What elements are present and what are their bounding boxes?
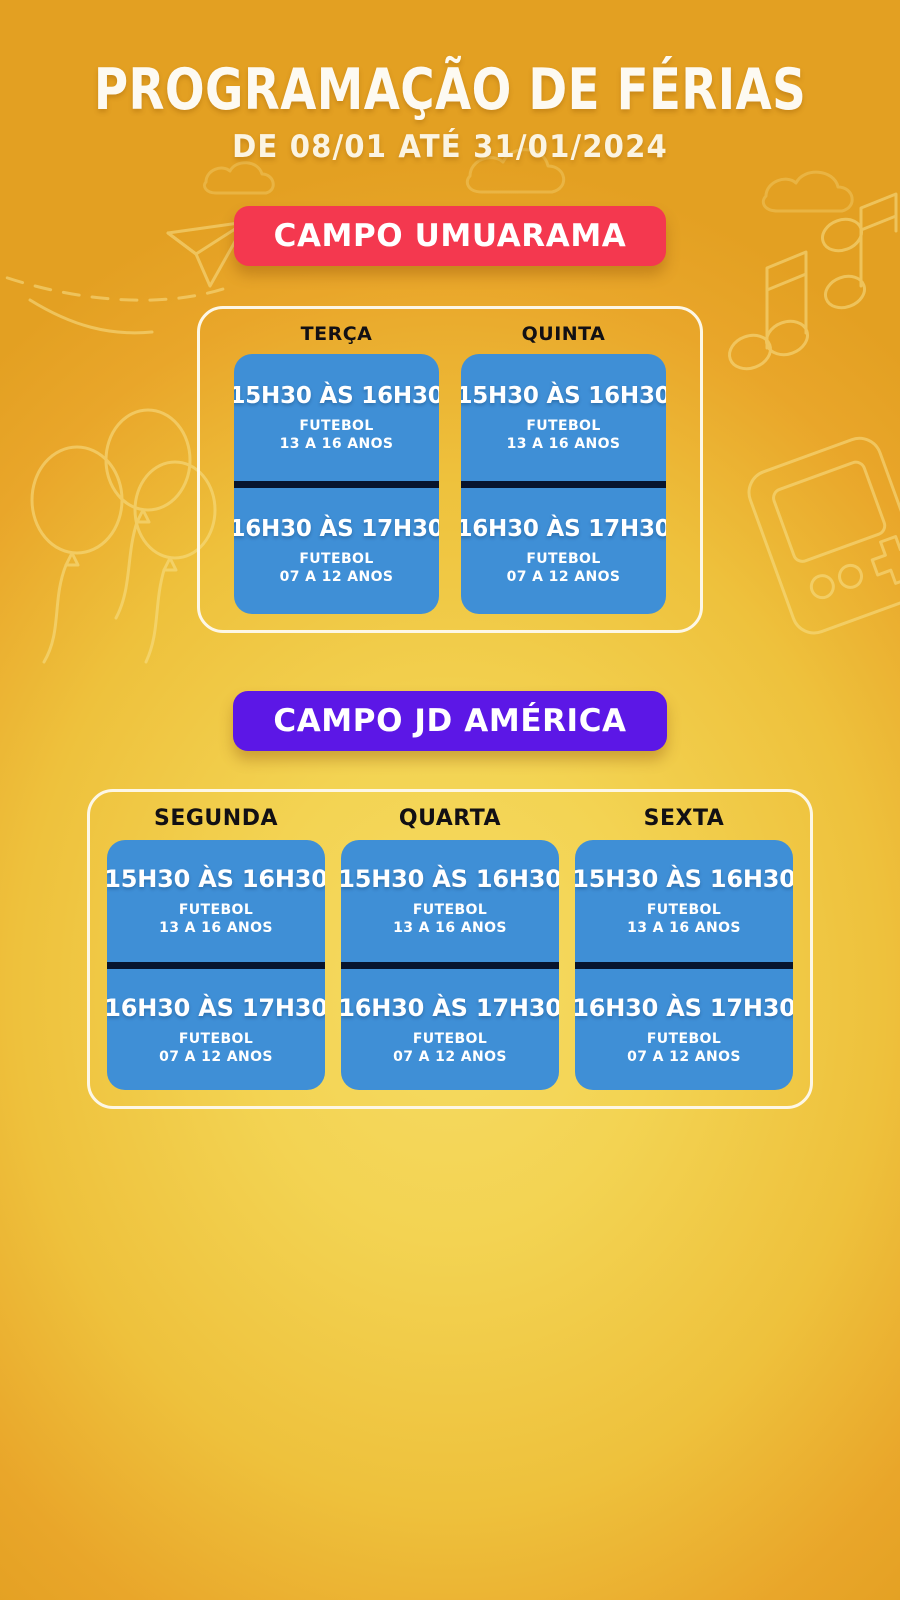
day-label-quinta: QUINTA (521, 323, 606, 345)
slot-sport: FUTEBOL (412, 1030, 488, 1047)
day-label-terca: TERÇA (300, 323, 373, 345)
day-card-sexta[interactable]: 15H30 ÀS 16H30 FUTEBOL 13 A 16 ANOS 16H3… (575, 840, 793, 1090)
slot-time: 16H30 ÀS 17H30 (461, 516, 666, 543)
slot-time: 15H30 ÀS 16H30 (575, 865, 793, 894)
time-slot[interactable]: 15H30 ÀS 16H30 FUTEBOL 13 A 16 ANOS (107, 840, 325, 962)
badge-row-umuarama: CAMPO UMUARAMA (0, 206, 900, 266)
time-slot[interactable]: 16H30 ÀS 17H30 FUTEBOL 07 A 12 ANOS (234, 488, 439, 615)
campus-badge-jd-america[interactable]: CAMPO JD AMÉRICA (233, 691, 667, 751)
slot-sport: FUTEBOL (526, 551, 601, 568)
slot-age: 13 A 16 ANOS (159, 920, 273, 937)
time-slot[interactable]: 15H30 ÀS 16H30 FUTEBOL 13 A 16 ANOS (234, 354, 439, 481)
time-slot[interactable]: 15H30 ÀS 16H30 FUTEBOL 13 A 16 ANOS (575, 840, 793, 962)
slot-sport: FUTEBOL (299, 417, 374, 434)
day-column-terca: TERÇA 15H30 ÀS 16H30 FUTEBOL 13 A 16 ANO… (234, 323, 439, 614)
slot-age: 13 A 16 ANOS (506, 435, 621, 452)
slot-age: 07 A 12 ANOS (159, 1048, 273, 1065)
day-column-quinta: QUINTA 15H30 ÀS 16H30 FUTEBOL 13 A 16 AN… (461, 323, 666, 614)
slot-divider (234, 480, 439, 488)
schedule-frame-umuarama: TERÇA 15H30 ÀS 16H30 FUTEBOL 13 A 16 ANO… (197, 306, 703, 633)
day-card-quinta[interactable]: 15H30 ÀS 16H30 FUTEBOL 13 A 16 ANOS 16H3… (461, 354, 666, 614)
slot-time: 16H30 ÀS 17H30 (107, 993, 325, 1022)
slot-age: 13 A 16 ANOS (279, 435, 394, 452)
day-card-terca[interactable]: 15H30 ÀS 16H30 FUTEBOL 13 A 16 ANOS 16H3… (234, 354, 439, 614)
day-card-segunda[interactable]: 15H30 ÀS 16H30 FUTEBOL 13 A 16 ANOS 16H3… (107, 840, 325, 1090)
slot-time: 16H30 ÀS 17H30 (341, 993, 559, 1022)
slot-time: 15H30 ÀS 16H30 (461, 382, 666, 409)
time-slot[interactable]: 15H30 ÀS 16H30 FUTEBOL 13 A 16 ANOS (461, 354, 666, 481)
slot-sport: FUTEBOL (178, 902, 254, 919)
slot-time: 16H30 ÀS 17H30 (575, 993, 793, 1022)
header: PROGRAMAÇÃO DE FÉRIAS DE 08/01 ATÉ 31/01… (0, 0, 900, 166)
day-card-quarta[interactable]: 15H30 ÀS 16H30 FUTEBOL 13 A 16 ANOS 16H3… (341, 840, 559, 1090)
time-slot[interactable]: 15H30 ÀS 16H30 FUTEBOL 13 A 16 ANOS (341, 840, 559, 962)
slot-time: 16H30 ÀS 17H30 (234, 516, 439, 543)
slot-sport: FUTEBOL (299, 551, 374, 568)
time-slot[interactable]: 16H30 ÀS 17H30 FUTEBOL 07 A 12 ANOS (461, 488, 666, 615)
slot-divider (107, 961, 325, 969)
time-slot[interactable]: 16H30 ÀS 17H30 FUTEBOL 07 A 12 ANOS (575, 969, 793, 1091)
slot-time: 15H30 ÀS 16H30 (234, 382, 439, 409)
slot-age: 07 A 12 ANOS (279, 569, 394, 586)
slot-divider (461, 480, 666, 488)
slot-sport: FUTEBOL (646, 1030, 722, 1047)
page-subtitle: DE 08/01 ATÉ 31/01/2024 (232, 129, 668, 165)
badge-row-jdamerica: CAMPO JD AMÉRICA (0, 691, 900, 751)
day-label-segunda: SEGUNDA (154, 806, 278, 831)
day-column-segunda: SEGUNDA 15H30 ÀS 16H30 FUTEBOL 13 A 16 A… (107, 806, 325, 1090)
page-title: PROGRAMAÇÃO DE FÉRIAS (93, 57, 807, 123)
campus-badge-umuarama[interactable]: CAMPO UMUARAMA (233, 206, 667, 266)
slot-age: 07 A 12 ANOS (506, 569, 621, 586)
slot-age: 13 A 16 ANOS (393, 920, 507, 937)
slot-time: 15H30 ÀS 16H30 (341, 865, 559, 894)
slot-time: 15H30 ÀS 16H30 (107, 865, 325, 894)
slot-age: 13 A 16 ANOS (627, 920, 741, 937)
slot-age: 07 A 12 ANOS (627, 1048, 741, 1065)
slot-sport: FUTEBOL (526, 417, 601, 434)
time-slot[interactable]: 16H30 ÀS 17H30 FUTEBOL 07 A 12 ANOS (107, 969, 325, 1091)
schedule-frame-jd-america: SEGUNDA 15H30 ÀS 16H30 FUTEBOL 13 A 16 A… (87, 789, 813, 1109)
time-slot[interactable]: 16H30 ÀS 17H30 FUTEBOL 07 A 12 ANOS (341, 969, 559, 1091)
day-column-sexta: SEXTA 15H30 ÀS 16H30 FUTEBOL 13 A 16 ANO… (575, 806, 793, 1090)
day-column-quarta: QUARTA 15H30 ÀS 16H30 FUTEBOL 13 A 16 AN… (341, 806, 559, 1090)
slot-sport: FUTEBOL (646, 902, 722, 919)
slot-age: 07 A 12 ANOS (393, 1048, 507, 1065)
slot-sport: FUTEBOL (178, 1030, 254, 1047)
slot-divider (575, 961, 793, 969)
slot-sport: FUTEBOL (412, 902, 488, 919)
slot-divider (341, 961, 559, 969)
day-label-sexta: SEXTA (643, 806, 725, 831)
day-label-quarta: QUARTA (398, 806, 502, 831)
